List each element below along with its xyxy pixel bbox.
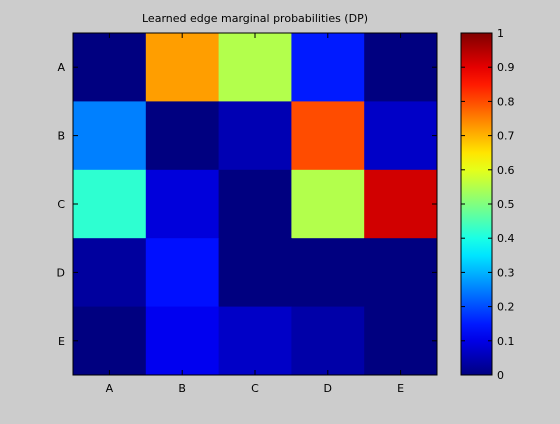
heatmap-cell-B-B (145, 101, 220, 171)
y-axis-ticks: A B C D E (57, 61, 437, 348)
heatmap-cell-A-D (291, 33, 365, 102)
colorbar-tick-label: 0.9 (497, 61, 515, 74)
heatmap-cell-B-C (218, 101, 292, 171)
heatmap-cell-A-B (145, 33, 220, 102)
heatmap-cell-E-A (73, 306, 147, 376)
heatmap-cell-D-D (291, 238, 365, 308)
heatmap-cell-A-E (364, 33, 438, 102)
x-tick-label: B (178, 382, 186, 395)
heatmap-cell-C-A (73, 169, 147, 239)
colorbar-tick-label: 0.7 (497, 130, 515, 143)
heatmap-cells (73, 33, 438, 376)
colorbar-tick-label: 0.6 (497, 164, 515, 177)
colorbar-tick-label: 0.2 (497, 301, 515, 314)
heatmap-cell-D-B (145, 238, 220, 308)
x-tick-label: C (251, 382, 259, 395)
colorbar-tick-label: 0 (497, 369, 504, 382)
colorbar-tick-label: 0.5 (497, 198, 515, 211)
heatmap-cell-E-B (145, 306, 220, 376)
heatmap-cell-B-D (291, 101, 365, 171)
heatmap-cell-E-C (218, 306, 292, 376)
x-axis-ticks: A B C D E (106, 33, 404, 395)
heatmap-cell-C-D (291, 169, 365, 239)
colorbar (460, 32, 493, 376)
y-tick-label: C (57, 198, 65, 211)
chart-title: Learned edge marginal probabilities (DP) (142, 12, 368, 25)
y-tick-label: E (58, 335, 65, 348)
y-tick-label: A (57, 61, 65, 74)
colorbar-ticks: 0 0.1 0.2 0.3 0.4 0.5 0.6 0.7 0.8 0.9 1 (461, 27, 515, 382)
y-tick-label: D (57, 266, 65, 279)
y-tick-label: B (57, 130, 65, 143)
heatmap-cell-C-C (218, 169, 292, 239)
heatmap-cell-B-A (73, 101, 147, 171)
colorbar-tick-label: 0.4 (497, 232, 515, 245)
heatmap-cell-C-E (364, 169, 438, 239)
heatmap-cell-E-E (364, 306, 438, 376)
heatmap-cell-D-E (364, 238, 438, 308)
x-tick-label: D (324, 382, 332, 395)
colorbar-tick-label: 0.3 (497, 266, 515, 279)
heatmap-cell-B-E (364, 101, 438, 171)
colorbar-tick-label: 1 (497, 27, 504, 40)
heatmap-cell-A-C (218, 33, 292, 102)
x-tick-label: A (106, 382, 114, 395)
heatmap-cell-D-A (73, 238, 147, 308)
heatmap-cell-C-B (145, 169, 220, 239)
heatmap-cell-E-D (291, 306, 365, 376)
colorbar-tick-label: 0.1 (497, 335, 515, 348)
x-tick-label: E (397, 382, 404, 395)
heatmap-cell-A-A (73, 33, 147, 102)
heatmap-cell-D-C (218, 238, 292, 308)
colorbar-tick-label: 0.8 (497, 95, 515, 108)
